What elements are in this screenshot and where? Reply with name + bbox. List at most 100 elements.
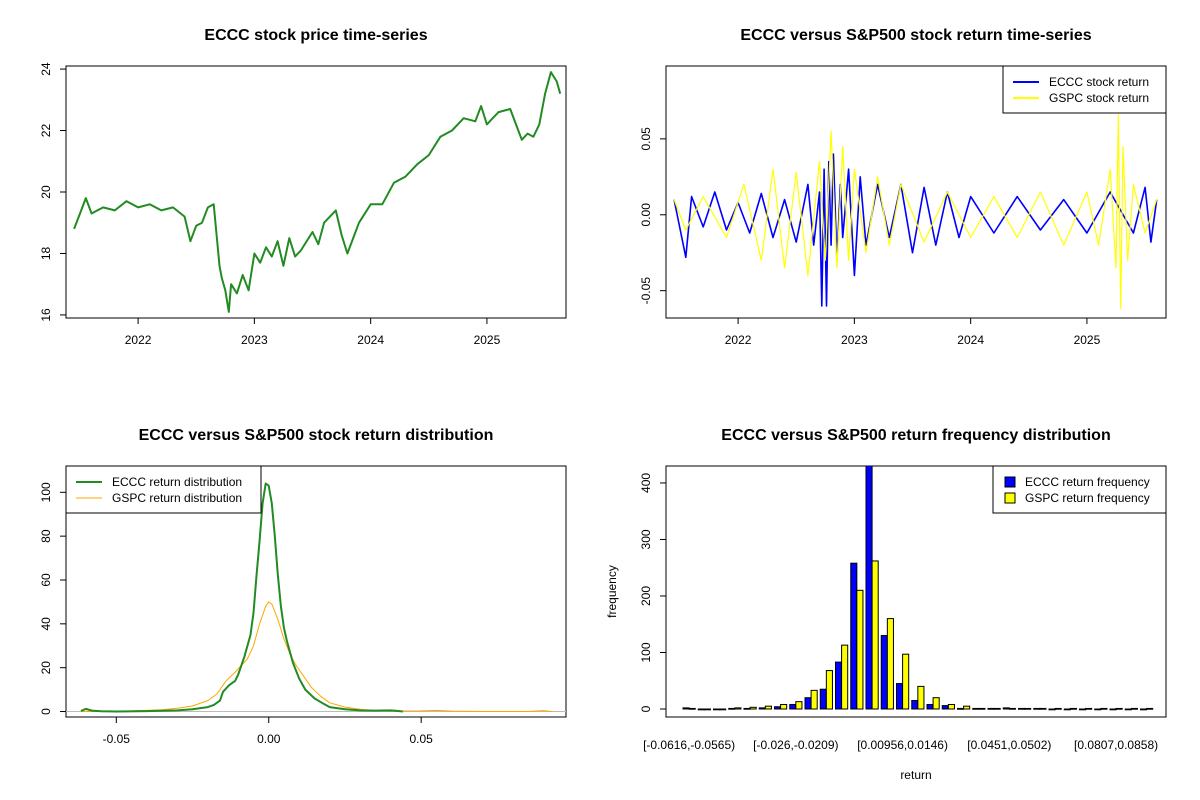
eccc-frequency-bar xyxy=(957,707,965,710)
gspc-frequency-bar xyxy=(1085,707,1093,710)
eccc-frequency-bar xyxy=(880,635,888,710)
gspc-frequency-bar xyxy=(917,685,925,710)
gspc-frequency-bar xyxy=(1130,707,1138,710)
x-axis-label: return xyxy=(900,768,931,782)
gspc-frequency-bar xyxy=(764,705,772,710)
x-tick-label: 2025 xyxy=(474,333,501,347)
gspc-frequency-bar xyxy=(1008,707,1016,710)
eccc-frequency-bar xyxy=(697,708,705,711)
gspc-frequency-bar xyxy=(780,703,788,710)
x-tick-label: -0.05 xyxy=(103,732,131,746)
gspc-frequency-bar xyxy=(734,707,742,710)
y-tick-label: 0.05 xyxy=(639,127,653,151)
eccc-frequency-bar xyxy=(819,688,827,710)
eccc-frequency-bar xyxy=(1018,707,1026,710)
x-tick-label: 2024 xyxy=(957,333,984,347)
gspc-frequency-bar xyxy=(902,653,910,710)
eccc-frequency-bar xyxy=(1094,708,1102,711)
gspc-frequency-bar xyxy=(871,560,879,710)
eccc-frequency-bar xyxy=(911,700,919,710)
chart-title: ECCC versus S&P500 stock return time-ser… xyxy=(740,27,1091,44)
eccc-frequency-bar xyxy=(1048,708,1056,711)
y-tick-label: 200 xyxy=(639,586,653,606)
x-tick-label: [0.0451,0.0502) xyxy=(967,738,1051,752)
plot-frame xyxy=(65,65,567,319)
plot-frame xyxy=(65,465,567,718)
return-distribution-panel: ECCC versus S&P500 stock return distribu… xyxy=(39,427,567,746)
gspc-frequency-bar xyxy=(1115,707,1123,710)
eccc-frequency-bar xyxy=(865,466,873,710)
eccc-frequency-bar xyxy=(1063,708,1071,711)
gspc-frequency-bar xyxy=(963,705,971,710)
x-tick-label: 2023 xyxy=(241,333,268,347)
y-tick-label: 20 xyxy=(39,185,53,199)
eccc-frequency-bar xyxy=(774,706,782,710)
x-tick-label: 2023 xyxy=(841,333,868,347)
eccc-frequency-bar xyxy=(713,708,721,711)
y-tick-label: 20 xyxy=(39,661,53,675)
gspc-frequency-bar xyxy=(1100,707,1108,710)
plot-frame xyxy=(665,65,1167,319)
gspc-frequency-bar xyxy=(703,708,711,711)
eccc-frequency-bar xyxy=(743,707,751,710)
x-tick-label: [0.00956,0.0146) xyxy=(857,738,948,752)
eccc-frequency-bar xyxy=(835,661,843,710)
legend-entry: GSPC return distribution xyxy=(112,491,242,505)
eccc-frequency-bar xyxy=(896,683,904,710)
y-tick-label: 100 xyxy=(39,482,53,502)
chart-title: ECCC versus S&P500 stock return distribu… xyxy=(139,427,494,444)
x-tick-label: 2022 xyxy=(125,333,152,347)
y-axis-label: frequency xyxy=(605,565,619,618)
eccc-frequency-bar xyxy=(941,705,949,710)
gspc-return-line xyxy=(673,113,1158,310)
x-tick-label: [-0.0616,-0.0565) xyxy=(643,738,735,752)
legend-box xyxy=(1002,65,1167,114)
eccc-return-line xyxy=(673,153,1158,307)
legend-box xyxy=(992,465,1167,514)
y-tick-label: 60 xyxy=(39,573,53,587)
eccc-frequency-bar xyxy=(682,707,690,710)
histogram-bars xyxy=(682,466,1154,711)
gspc-frequency-bar xyxy=(688,707,696,710)
price-line xyxy=(73,71,562,313)
gspc-frequency-bar xyxy=(749,706,757,710)
eccc-frequency-bar xyxy=(1140,708,1148,711)
gspc-frequency-bar xyxy=(1024,707,1032,710)
gspc-frequency-bar xyxy=(856,589,864,710)
y-tick-label: 22 xyxy=(39,124,53,138)
eccc-frequency-bar xyxy=(850,562,858,710)
legend-entry: ECCC stock return xyxy=(1049,75,1149,89)
x-tick-label: [-0.026,-0.0209) xyxy=(753,738,838,752)
chart-title: ECCC stock price time-series xyxy=(204,27,427,44)
gspc-frequency-bar xyxy=(1039,707,1047,710)
gspc-density-line xyxy=(80,601,553,712)
legend-box xyxy=(65,465,262,514)
gspc-frequency-bar xyxy=(1069,707,1077,710)
y-tick-label: 400 xyxy=(639,473,653,493)
eccc-frequency-bar xyxy=(758,707,766,710)
gspc-frequency-bar xyxy=(825,670,833,710)
y-tick-label: 100 xyxy=(639,642,653,662)
x-tick-label: 2025 xyxy=(1074,333,1101,347)
y-tick-label: 24 xyxy=(39,62,53,76)
eccc-frequency-bar xyxy=(789,703,797,710)
gspc-frequency-bar xyxy=(841,644,849,710)
eccc-frequency-bar xyxy=(728,707,736,710)
y-tick-label: 80 xyxy=(39,529,53,543)
eccc-frequency-bar xyxy=(1124,708,1132,711)
gspc-frequency-bar xyxy=(1146,707,1154,710)
legend-entry: ECCC return distribution xyxy=(112,475,242,489)
y-tick-label: 40 xyxy=(39,617,53,631)
gspc-frequency-bar xyxy=(932,697,940,710)
eccc-frequency-bar xyxy=(1033,707,1041,710)
y-tick-label: 0 xyxy=(39,708,53,715)
x-tick-label: 0.00 xyxy=(257,732,281,746)
eccc-frequency-bar xyxy=(804,697,812,710)
eccc-frequency-bar xyxy=(1109,708,1117,711)
y-tick-label: 0.00 xyxy=(639,203,653,227)
return-timeseries-panel: ECCC versus S&P500 stock return time-ser… xyxy=(639,27,1167,347)
gspc-frequency-bar xyxy=(947,703,955,710)
gspc-frequency-bar xyxy=(993,707,1001,710)
eccc-frequency-bar xyxy=(1079,708,1087,711)
